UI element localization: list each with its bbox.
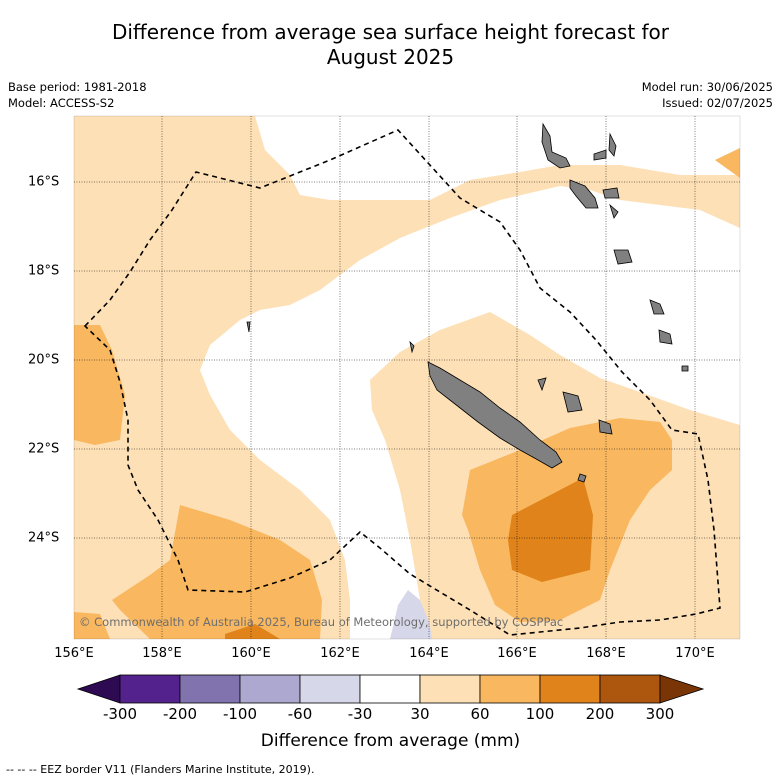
loyalty-island-6 (681, 365, 689, 372)
vanuatu-island-3 (608, 132, 617, 157)
vanuatu-island-7 (613, 249, 633, 265)
loyalty-island-1 (562, 391, 583, 413)
lon-label-160: 160°E (231, 646, 271, 661)
vanuatu-island-2 (569, 179, 599, 209)
colorbar-segment-5 (359, 674, 421, 704)
small-island-1 (577, 473, 587, 483)
contour-60-100-left (74, 325, 125, 445)
colorbar-tick-label: -200 (162, 705, 198, 723)
loyalty-island-4 (649, 299, 665, 315)
meta-left: Base period: 1981-2018 Model: ACCESS-S2 (8, 79, 147, 111)
lon-label-156: 156°E (54, 646, 94, 661)
colorbar-tick-label: 60 (470, 705, 490, 723)
colorbar-segment-6 (419, 674, 481, 704)
colorbar-segment-1 (119, 674, 181, 704)
colorbar-tick-label: -300 (102, 705, 138, 723)
vanuatu-island-6 (609, 203, 619, 219)
colorbar-segment-8 (539, 674, 601, 704)
lat-label-20: 20°S (28, 352, 60, 368)
contour-60-100-sw (74, 612, 110, 639)
contour-100-200 (508, 478, 593, 582)
colorbar-segment-7 (479, 674, 541, 704)
lon-label-168: 168°E (586, 646, 626, 661)
colorbar-tick-label: -30 (347, 705, 373, 723)
loyalty-island-3 (598, 419, 613, 435)
graticule (74, 116, 740, 639)
vanuatu-island-4 (593, 149, 607, 161)
colorbar-segment-2 (179, 674, 241, 704)
lat-label-18: 18°S (28, 263, 60, 279)
lat-label-16: 16°S (28, 174, 60, 190)
lat-label-22: 22°S (28, 441, 60, 457)
colorbar-extend-high (659, 674, 705, 704)
lon-label-166: 166°E (497, 646, 537, 661)
lon-label-158: 158°E (142, 646, 182, 661)
colorbar-extend-low (76, 674, 121, 704)
eez-border (83, 129, 721, 636)
loyalty-island-5 (658, 329, 673, 345)
title-line-1: Difference from average sea surface heig… (111, 20, 670, 44)
copyright-text: © Commonwealth of Australia 2025, Bureau… (79, 615, 563, 629)
land (246, 122, 689, 483)
colorbar-tick-label: -60 (287, 705, 313, 723)
anomaly-contours (74, 116, 740, 639)
contour-60-100-corner (715, 148, 740, 178)
eez-footnote: -- -- -- EEZ border V11 (Flanders Marine… (6, 763, 315, 776)
vanuatu-island-1 (541, 122, 571, 169)
vanuatu-island-5 (602, 187, 620, 199)
title-line-2: August 2025 (326, 45, 455, 69)
contour-30-60 (74, 116, 740, 639)
lat-label-24: 24°S (28, 530, 60, 546)
new-caledonia-island (427, 361, 563, 469)
colorbar-segment-4 (299, 674, 361, 704)
colorbar-tick-label: 300 (645, 705, 675, 723)
contour-60-100-bottom (112, 505, 322, 639)
contour-neg-30-60 (390, 590, 432, 639)
loyalty-island-2 (537, 377, 547, 392)
colorbar-tick-label: 30 (410, 705, 430, 723)
lon-label-170: 170°E (675, 646, 715, 661)
contour-30-60-b (74, 140, 262, 268)
base-period: Base period: 1981-2018 (8, 80, 147, 94)
lon-label-162: 162°E (320, 646, 360, 661)
colorbar-segment-3 (239, 674, 301, 704)
contour-100-200-b (225, 624, 280, 639)
model-name: Model: ACCESS-S2 (8, 96, 115, 110)
colorbar-tick-label: -100 (222, 705, 258, 723)
lon-label-164: 164°E (409, 646, 449, 661)
issued-date: Issued: 02/07/2025 (662, 96, 773, 110)
small-island-3 (409, 340, 415, 354)
small-island-2 (246, 321, 251, 333)
colorbar (76, 674, 705, 704)
chart-title: Difference from average sea surface heig… (0, 20, 781, 70)
model-run: Model run: 30/06/2025 (641, 80, 773, 94)
colorbar-tick-label: 100 (525, 705, 555, 723)
colorbar-tick-label: 200 (585, 705, 615, 723)
colorbar-title: Difference from average (mm) (260, 731, 521, 751)
map-frame (73, 115, 741, 640)
colorbar-segment-9 (599, 674, 661, 704)
meta-right: Model run: 30/06/2025 Issued: 02/07/2025 (642, 79, 773, 111)
